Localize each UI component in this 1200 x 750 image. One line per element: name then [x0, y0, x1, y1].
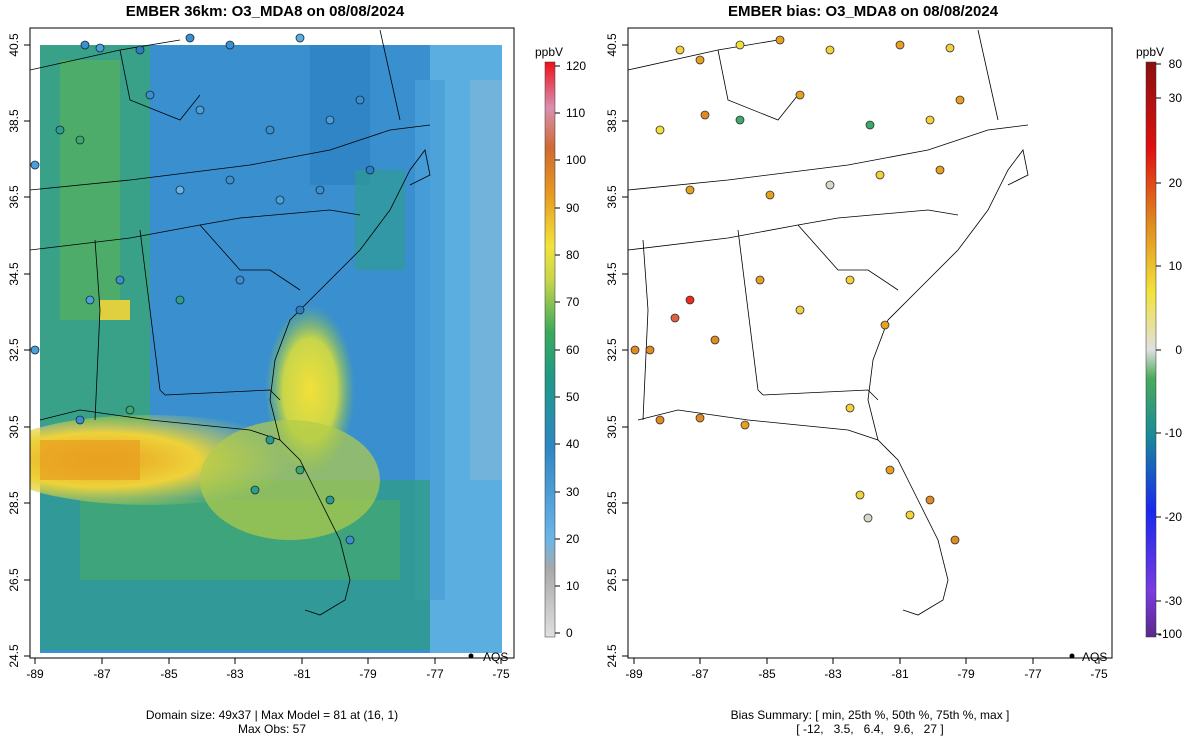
left-footer-line1: Domain size: 49x37 | Max Model = 81 at (…	[145, 708, 399, 722]
svg-text:40.5: 40.5	[7, 33, 21, 57]
svg-text:60: 60	[566, 343, 580, 357]
svg-text:20: 20	[1169, 176, 1183, 190]
right-footer-line2: [ -12, 3.5, 6.4, 9.6, 27 ]	[796, 722, 944, 736]
right-colorbar	[1145, 61, 1157, 638]
svg-text:0: 0	[566, 626, 573, 640]
svg-text:32.5: 32.5	[605, 338, 619, 362]
left-footer-line2: Max Obs: 57	[237, 722, 307, 736]
svg-text:-87: -87	[691, 667, 709, 681]
left-colorbar-unit: ppbV	[535, 45, 563, 59]
svg-text:-89: -89	[625, 667, 643, 681]
right-map-borders	[628, 29, 1029, 616]
svg-text:38.5: 38.5	[605, 109, 619, 133]
left-x-axis: -89 -87 -85 -83 -81 -79 -77 -75	[26, 658, 510, 681]
right-x-axis: -89 -87 -85 -83 -81 -79 -77 -75	[625, 658, 1108, 681]
svg-text:40: 40	[566, 437, 580, 451]
svg-text:100: 100	[566, 153, 586, 167]
svg-text:80: 80	[566, 248, 580, 262]
svg-text:110: 110	[566, 106, 585, 120]
svg-text:120: 120	[566, 59, 586, 73]
svg-text:90: 90	[566, 201, 580, 215]
svg-text:-77: -77	[1024, 667, 1042, 681]
svg-text:-30: -30	[1165, 594, 1183, 608]
svg-text:-100: -100	[1158, 627, 1182, 641]
svg-text:38.5: 38.5	[7, 109, 21, 133]
svg-text:26.5: 26.5	[7, 568, 21, 592]
left-colorbar	[544, 61, 556, 638]
left-footer: Domain size: 49x37 | Max Model = 81 at (…	[30, 708, 514, 736]
svg-text:-75: -75	[492, 667, 510, 681]
svg-text:30: 30	[566, 485, 580, 499]
svg-text:34.5: 34.5	[7, 262, 21, 286]
svg-text:28.5: 28.5	[605, 491, 619, 515]
right-map-frame	[627, 27, 1113, 659]
right-map-stations	[630, 35, 965, 545]
svg-text:-10: -10	[1165, 426, 1183, 440]
svg-text:-77: -77	[426, 667, 444, 681]
svg-text:-20: -20	[1165, 510, 1183, 524]
svg-text:-87: -87	[93, 667, 111, 681]
svg-text:20: 20	[566, 532, 580, 546]
svg-text:-83: -83	[824, 667, 842, 681]
svg-text:24.5: 24.5	[7, 644, 21, 668]
svg-text:10: 10	[1169, 259, 1183, 273]
right-footer: Bias Summary: [ min, 25th %, 50th %, 75t…	[628, 708, 1112, 736]
svg-text:30.5: 30.5	[7, 415, 21, 439]
right-colorbar-unit: ppbV	[1136, 45, 1164, 59]
svg-text:34.5: 34.5	[605, 262, 619, 286]
svg-text:40.5: 40.5	[605, 33, 619, 57]
svg-text:50: 50	[566, 390, 580, 404]
left-map-plot	[30, 28, 514, 658]
svg-text:-85: -85	[160, 667, 178, 681]
left-colorbar-ticks: 120 110 100 90 80 70 60 50 40 30 20 10 0	[555, 59, 586, 640]
svg-text:36.5: 36.5	[605, 185, 619, 209]
left-map-stations	[30, 33, 375, 545]
svg-text:10: 10	[566, 579, 580, 593]
svg-text:-79: -79	[359, 667, 377, 681]
left-map-title: EMBER 36km: O3_MDA8 on 08/08/2024	[125, 3, 405, 20]
svg-text:24.5: 24.5	[605, 644, 619, 668]
left-map-frame	[29, 27, 515, 659]
svg-text:-81: -81	[293, 667, 311, 681]
svg-text:-89: -89	[26, 667, 44, 681]
svg-text:-75: -75	[1090, 667, 1108, 681]
right-colorbar-ticks: 80 30 20 10 0 -10 -20 -30 -100	[1156, 57, 1182, 641]
svg-text:-83: -83	[226, 667, 244, 681]
svg-text:36.5: 36.5	[7, 185, 21, 209]
svg-text:-85: -85	[758, 667, 776, 681]
svg-text:0: 0	[1175, 343, 1182, 357]
svg-text:-81: -81	[891, 667, 909, 681]
svg-text:32.5: 32.5	[7, 338, 21, 362]
left-map-borders	[30, 29, 431, 616]
right-map-title: EMBER bias: O3_MDA8 on 08/08/2024	[727, 3, 999, 20]
svg-text:26.5: 26.5	[605, 568, 619, 592]
svg-text:-79: -79	[957, 667, 975, 681]
right-y-axis: 40.5 38.5 36.5 34.5 32.5 30.5 28.5 26.5 …	[605, 33, 628, 668]
svg-text:70: 70	[566, 295, 580, 309]
right-footer-line1: Bias Summary: [ min, 25th %, 50th %, 75t…	[730, 708, 1010, 722]
left-y-axis: 40.5 38.5 36.5 34.5 32.5 30.5 28.5 26.5 …	[7, 33, 30, 668]
svg-text:28.5: 28.5	[7, 491, 21, 515]
left-aqs-legend-label: AQS	[483, 650, 508, 664]
right-aqs-legend-dot	[1069, 653, 1075, 659]
right-aqs-legend-label: AQS	[1082, 650, 1107, 664]
left-aqs-legend-dot	[468, 653, 474, 659]
svg-text:30: 30	[1169, 91, 1183, 105]
svg-text:80: 80	[1169, 57, 1183, 71]
svg-text:30.5: 30.5	[605, 415, 619, 439]
right-map-plot	[628, 28, 1112, 658]
